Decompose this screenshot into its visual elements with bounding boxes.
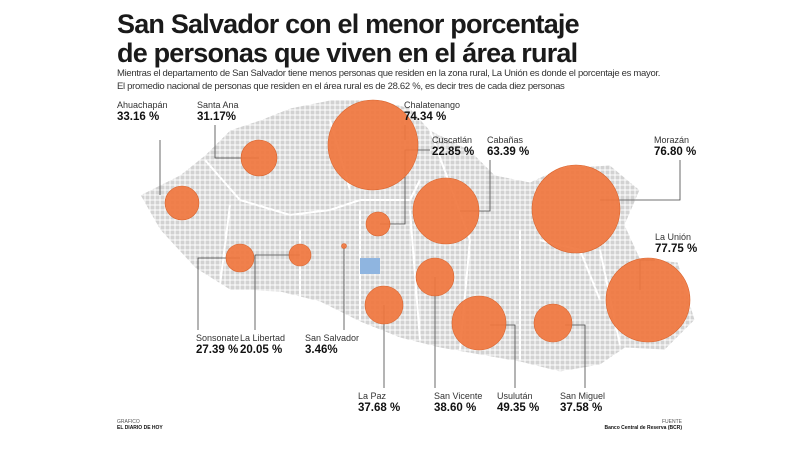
department-name: Sonsonate bbox=[196, 333, 240, 343]
department-value: 37.68 % bbox=[358, 402, 401, 414]
bubble-san-miguel bbox=[533, 303, 573, 343]
department-label: Ahuachapán 33.16 % bbox=[117, 100, 168, 124]
leader-line bbox=[600, 160, 681, 201]
department-value: 63.39 % bbox=[487, 146, 530, 158]
department-name: San Miguel bbox=[560, 391, 606, 401]
department-label: Sonsonate 27.39 % bbox=[196, 333, 239, 357]
department-name: La Unión bbox=[655, 232, 692, 242]
bubble-san-salvador bbox=[341, 243, 347, 249]
department-value: 74.34 % bbox=[404, 111, 447, 123]
leader-line bbox=[254, 254, 300, 330]
department-value: 27.39 % bbox=[196, 344, 239, 356]
department-value: 31.17% bbox=[197, 111, 237, 123]
department-name: Cuscatlán bbox=[432, 135, 473, 145]
bubble-cuscatlán bbox=[365, 211, 391, 237]
department-label: San Miguel 37.58 % bbox=[560, 391, 605, 415]
department-name: Usulután bbox=[497, 391, 533, 401]
department-name: Santa Ana bbox=[197, 100, 239, 110]
department-value: 37.58 % bbox=[560, 402, 603, 414]
department-name: San Vicente bbox=[434, 391, 483, 401]
page-title: San Salvador con el menor porcentaje de p… bbox=[117, 9, 580, 68]
bubble-santa-ana bbox=[240, 139, 278, 177]
credit: GRAFICO EL DIARIO DE HOY bbox=[117, 419, 163, 431]
department-label: Cuscatlán 22.85 % bbox=[432, 135, 474, 159]
subtitle: Mientras el departamento de San Salvador… bbox=[117, 68, 661, 92]
department-value: 20.05 % bbox=[240, 344, 283, 356]
department-name: Chalatenango bbox=[404, 100, 461, 110]
department-name: San Salvador bbox=[305, 333, 360, 343]
department-value: 33.16 % bbox=[117, 111, 160, 123]
bubble-cabañas bbox=[412, 177, 480, 245]
department-label: La Unión 77.75 % bbox=[655, 232, 697, 256]
department-label: La Libertad 20.05 % bbox=[240, 333, 285, 357]
department-label: Chalatenango 74.34 % bbox=[404, 100, 460, 124]
bubble-ahuachapán bbox=[164, 185, 200, 221]
bubble-usulután bbox=[451, 295, 507, 351]
department-label: San Vicente 38.60 % bbox=[434, 391, 482, 415]
bubble-morazán bbox=[531, 164, 621, 254]
department-name: Ahuachapán bbox=[117, 100, 168, 110]
bubble-la-paz bbox=[364, 285, 404, 325]
bubble-sonsonate bbox=[225, 243, 255, 273]
source: FUENTE Banco Central de Reserva (BCR) bbox=[604, 419, 682, 431]
department-value: 3.46% bbox=[305, 344, 338, 356]
bubble-chalatenango bbox=[327, 99, 419, 191]
department-label: La Paz 37.68 % bbox=[358, 391, 400, 415]
bubble-la-unión bbox=[605, 257, 691, 343]
department-value: 38.60 % bbox=[434, 402, 477, 414]
department-value: 22.85 % bbox=[432, 146, 475, 158]
department-value: 49.35 % bbox=[497, 402, 540, 414]
department-value: 76.80 % bbox=[654, 146, 697, 158]
bubble-san-vicente bbox=[415, 257, 455, 297]
department-label: Cabañas 63.39 % bbox=[487, 135, 529, 159]
department-label: Usulután 49.35 % bbox=[497, 391, 539, 415]
department-label: Morazán 76.80 % bbox=[654, 135, 696, 159]
department-name: La Libertad bbox=[240, 333, 286, 343]
department-name: La Paz bbox=[358, 391, 387, 401]
bubble-la-libertad bbox=[288, 243, 312, 267]
department-label: San Salvador 3.46% bbox=[305, 333, 359, 357]
department-value: 77.75 % bbox=[655, 243, 698, 255]
san-salvador-capital bbox=[360, 258, 380, 274]
department-name: Morazán bbox=[654, 135, 690, 145]
department-label: Santa Ana 31.17% bbox=[197, 100, 239, 124]
department-name: Cabañas bbox=[487, 135, 524, 145]
